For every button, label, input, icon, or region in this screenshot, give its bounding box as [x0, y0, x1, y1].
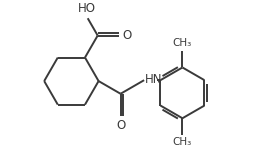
Text: O: O [116, 119, 125, 132]
Text: HN: HN [145, 73, 163, 86]
Text: CH₃: CH₃ [173, 38, 192, 48]
Text: CH₃: CH₃ [173, 137, 192, 147]
Text: O: O [122, 29, 131, 42]
Text: HO: HO [78, 2, 96, 15]
